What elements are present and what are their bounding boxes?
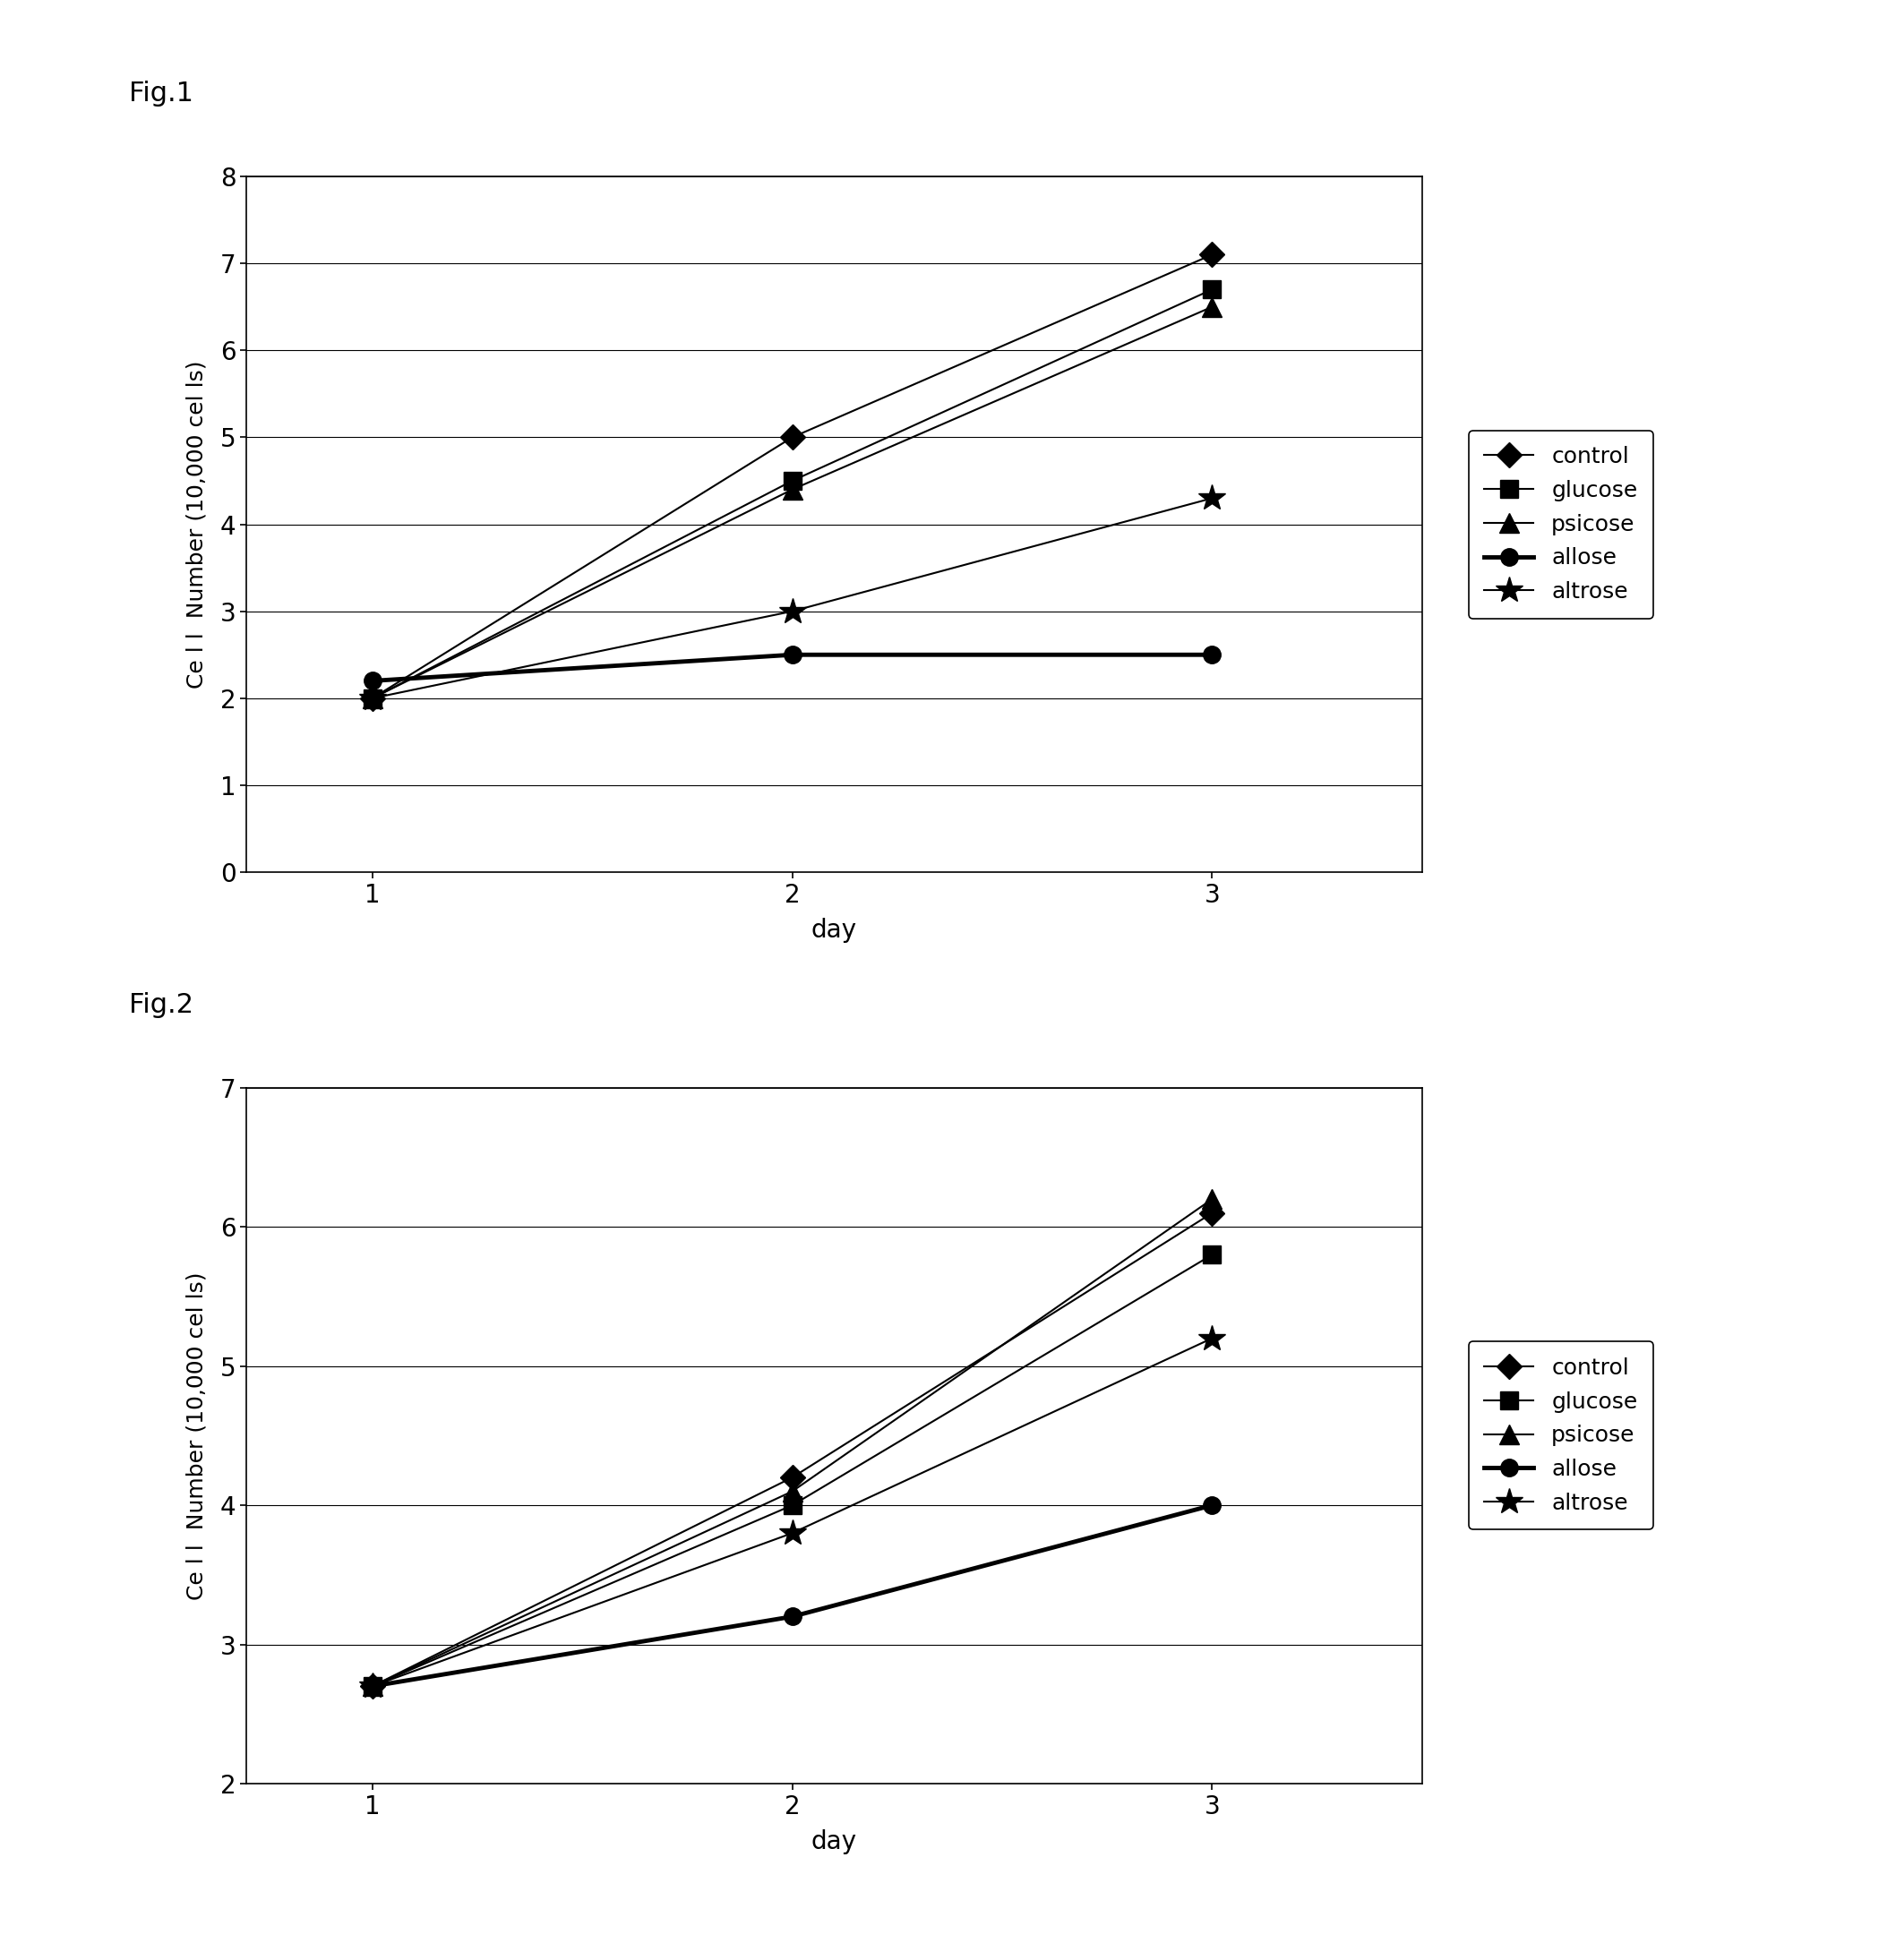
glucose xyxy=(360,1674,383,1697)
psicose xyxy=(360,1674,383,1697)
Line: allose: allose xyxy=(364,1497,1221,1695)
glucose xyxy=(781,468,804,492)
Y-axis label: Ce l l  Number (10,000 cel ls): Ce l l Number (10,000 cel ls) xyxy=(186,1272,207,1599)
control xyxy=(781,425,804,449)
glucose xyxy=(1200,1243,1223,1266)
Line: control: control xyxy=(364,1203,1221,1695)
altrose xyxy=(360,1674,383,1697)
altrose xyxy=(781,1521,804,1544)
X-axis label: day: day xyxy=(811,1829,857,1854)
Line: allose: allose xyxy=(364,647,1221,690)
altrose xyxy=(360,686,383,710)
control xyxy=(360,686,383,710)
glucose xyxy=(781,1494,804,1517)
psicose xyxy=(1200,1188,1223,1211)
X-axis label: day: day xyxy=(811,917,857,943)
Line: psicose: psicose xyxy=(362,1190,1223,1695)
Line: altrose: altrose xyxy=(358,1325,1227,1699)
Text: Fig.2: Fig.2 xyxy=(129,992,193,1019)
Legend: control, glucose, psicose, allose, altrose: control, glucose, psicose, allose, altro… xyxy=(1469,1343,1653,1529)
Line: psicose: psicose xyxy=(362,296,1223,708)
psicose xyxy=(360,686,383,710)
control xyxy=(1200,1201,1223,1225)
allose xyxy=(781,1605,804,1629)
glucose xyxy=(360,686,383,710)
Line: control: control xyxy=(364,245,1221,708)
psicose xyxy=(1200,296,1223,319)
Line: glucose: glucose xyxy=(364,280,1221,708)
altrose xyxy=(1200,486,1223,510)
altrose xyxy=(781,600,804,623)
psicose xyxy=(781,1480,804,1503)
Line: altrose: altrose xyxy=(358,484,1227,711)
allose xyxy=(1200,643,1223,666)
glucose xyxy=(1200,278,1223,302)
psicose xyxy=(781,478,804,502)
altrose xyxy=(1200,1327,1223,1350)
Line: glucose: glucose xyxy=(364,1245,1221,1695)
Legend: control, glucose, psicose, allose, altrose: control, glucose, psicose, allose, altro… xyxy=(1469,431,1653,617)
allose xyxy=(1200,1494,1223,1517)
control xyxy=(781,1466,804,1490)
allose xyxy=(781,643,804,666)
control xyxy=(1200,243,1223,267)
allose xyxy=(360,668,383,692)
control xyxy=(360,1674,383,1697)
allose xyxy=(360,1674,383,1697)
Text: Fig.1: Fig.1 xyxy=(129,80,193,106)
Y-axis label: Ce l l  Number (10,000 cel ls): Ce l l Number (10,000 cel ls) xyxy=(186,361,207,688)
